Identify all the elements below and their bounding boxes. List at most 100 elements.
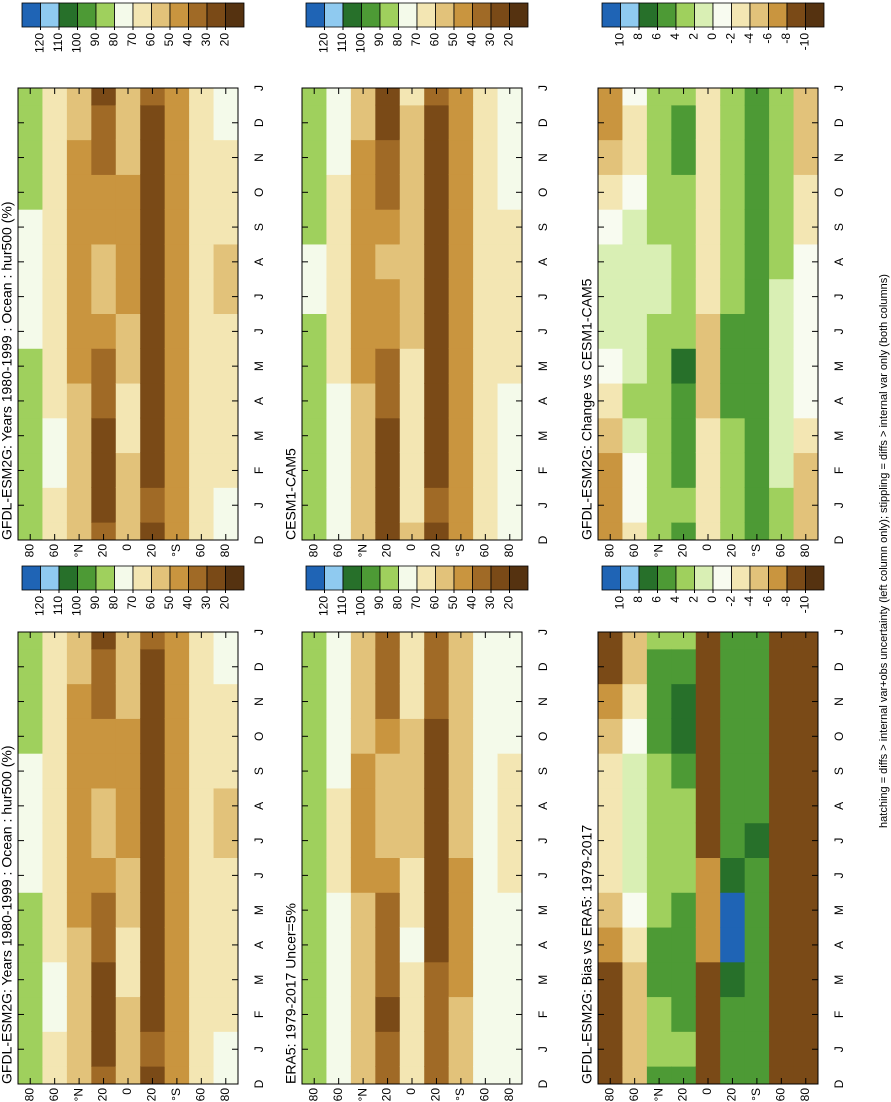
x-tick-label: S (252, 767, 266, 775)
x-tick-label: M (252, 975, 266, 985)
x-tick-label: J (832, 294, 846, 300)
colorbar-label: 120 (33, 33, 47, 53)
heatmap-cell (302, 88, 328, 106)
heatmap-cell (695, 632, 721, 650)
heatmap-cell (769, 892, 795, 928)
heatmap-cell (91, 487, 117, 523)
heatmap-cell (189, 382, 215, 419)
colorbar-swatch (361, 565, 381, 591)
heatmap-cell (399, 787, 425, 824)
colorbar-label: 60 (144, 33, 158, 47)
heatmap-cell (302, 632, 328, 650)
heatmap-cell (350, 683, 376, 719)
y-tick-label: 60 (478, 1088, 492, 1102)
colorbar-swatch (675, 2, 695, 28)
heatmap-cell (350, 961, 376, 998)
heatmap-cell (140, 822, 166, 858)
colorbar-swatch (206, 565, 226, 591)
x-tick-label: F (536, 1011, 550, 1018)
heatmap-cell (164, 683, 190, 719)
heatmap-cell (375, 88, 401, 106)
colorbar-label: 60 (428, 33, 442, 47)
heatmap-cell (42, 683, 68, 719)
heatmap-cell (720, 417, 746, 454)
colorbar-label: 70 (409, 33, 423, 47)
heatmap-cell (424, 648, 450, 685)
colorbar-label: -10 (798, 33, 812, 51)
x-tick-label: D (832, 118, 846, 127)
x-tick-label: A (252, 258, 266, 266)
heatmap-cell (598, 139, 624, 175)
heatmap-cell (399, 88, 425, 106)
heatmap-cell (66, 753, 92, 789)
heatmap-cell (448, 452, 474, 488)
colorbar-swatch (305, 2, 325, 28)
heatmap-cell (164, 857, 190, 893)
colorbar-label: 10 (613, 596, 627, 610)
heatmap-cell (189, 683, 215, 719)
heatmap-cell (448, 648, 474, 685)
heatmap-cell (164, 174, 190, 210)
heatmap-cell (189, 487, 215, 523)
colorbar-swatch (361, 2, 381, 28)
y-tick-label: 80 (602, 1088, 616, 1102)
y-tick-label: 80 (798, 544, 812, 558)
colorbar: 10 8 6 4 2 0 -2 -4 -6 -8 -10 (601, 565, 825, 613)
colorbar-label: 30 (199, 596, 213, 610)
heatmap-cell (326, 452, 352, 488)
x-tick-label: O (252, 732, 266, 741)
heatmap-cell (473, 632, 499, 650)
heatmap-cell (671, 88, 697, 106)
colorbar-swatch (638, 565, 658, 591)
heatmap-cell (375, 382, 401, 419)
heatmap-cell (598, 857, 624, 893)
heatmap-cell (189, 452, 215, 488)
colorbar-swatch (132, 565, 152, 591)
heatmap-cell (448, 139, 474, 175)
heatmap-cell (375, 718, 401, 754)
colorbar-label: 30 (483, 33, 497, 47)
heatmap-cell (598, 787, 624, 824)
heatmap-cell (744, 487, 770, 523)
heatmap-cell (695, 348, 721, 384)
heatmap-cell (622, 348, 648, 384)
colorbar-label: 50 (446, 596, 460, 610)
heatmap-cell (189, 822, 215, 858)
heatmap-cell (744, 996, 770, 1032)
x-tick-label: S (536, 767, 550, 775)
heatmap-cell (448, 278, 474, 314)
heatmap-cell (115, 382, 141, 419)
x-tick-label: S (832, 767, 846, 775)
heatmap-cell (744, 718, 770, 754)
heatmap-cell (622, 632, 648, 650)
colorbar-swatch (694, 565, 714, 591)
heatmap-cell (326, 892, 352, 928)
heatmap-cell (140, 787, 166, 824)
colorbar-swatch (206, 2, 226, 28)
heatmap-cell (115, 961, 141, 998)
heatmap-cell (497, 961, 522, 998)
x-tick-label: J (252, 629, 266, 635)
x-tick-label: D (832, 1079, 846, 1088)
heatmap-cell (695, 892, 721, 928)
x-tick-label: S (536, 223, 550, 231)
x-tick-label: A (832, 941, 846, 949)
x-tick-label: A (832, 397, 846, 405)
heatmap-cell (18, 174, 44, 210)
y-tick-label: 20 (725, 1088, 739, 1102)
heatmap-cell (646, 787, 672, 824)
heatmap-cell (473, 348, 499, 384)
heatmap-cell (140, 857, 166, 893)
heatmap-cell (671, 787, 697, 824)
heatmap-cell (473, 822, 499, 858)
heatmap-cell (326, 857, 352, 893)
x-tick-label: J (252, 328, 266, 334)
heatmap-cell (473, 174, 499, 210)
heatmap-cell (622, 174, 648, 210)
heatmap-cell (744, 857, 770, 893)
heatmap-cell (213, 209, 238, 245)
colorbar-label: 2 (687, 33, 701, 40)
heatmap-cell (213, 1031, 238, 1067)
heatmap-cell (744, 648, 770, 685)
